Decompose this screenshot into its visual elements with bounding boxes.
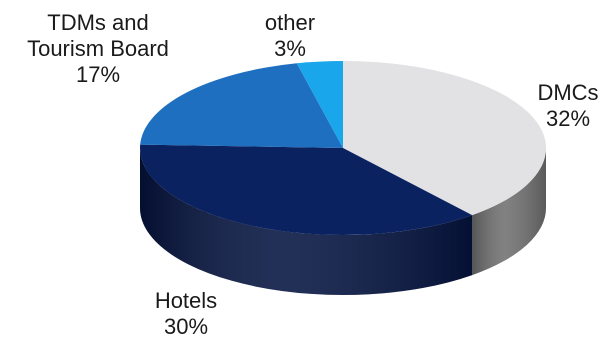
pie-label-other: other 3% xyxy=(265,10,315,61)
pie-sides xyxy=(140,148,546,296)
pie-side-shading-hotels xyxy=(140,148,473,296)
pie-label-text: Hotels xyxy=(155,288,217,313)
pie-slice-other xyxy=(296,61,343,148)
pie-label-percent: 3% xyxy=(274,36,306,61)
pie-side-shading-dmcs xyxy=(472,148,546,276)
pie-slices xyxy=(140,61,547,235)
pie-labels: DMCs 32% Hotels 30% TDMs and Tourism Board 17%… xyxy=(27,10,598,339)
pie-label-text: Tourism Board xyxy=(27,36,169,61)
pie-label-text: DMCs xyxy=(537,80,598,105)
pie-label-text: other xyxy=(265,10,315,35)
pie-label-tdms-and-tourism-board: TDMs and Tourism Board 17% xyxy=(27,10,169,87)
pie-label-dmcs: DMCs 32% xyxy=(537,80,598,131)
pie-slice-hotels xyxy=(140,144,473,235)
pie-slice-tdms-and-tourism-board xyxy=(140,63,343,148)
pie-label-hotels: Hotels 30% xyxy=(155,288,217,339)
pie-label-text: TDMs and xyxy=(47,10,148,35)
pie-label-percent: 30% xyxy=(164,314,208,339)
pie-label-percent: 17% xyxy=(76,62,120,87)
pie-label-percent: 32% xyxy=(546,106,590,131)
pie-slice-dmcs xyxy=(343,61,547,216)
